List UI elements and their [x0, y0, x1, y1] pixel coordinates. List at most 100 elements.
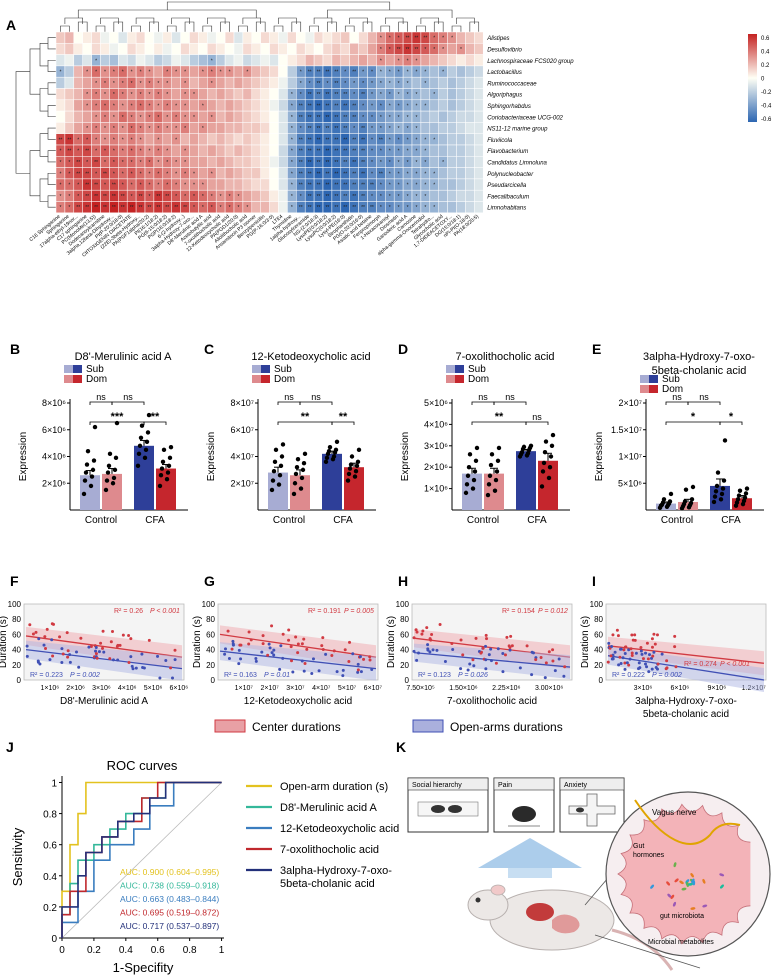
significance-mark: ** — [317, 126, 321, 132]
heatmap: * * * ** ** ** * * ** * ** ** ** * * * ** * * * * ** * * * * * * * * *… — [55, 31, 484, 214]
open-point — [223, 647, 227, 651]
heatmap-cell — [126, 31, 137, 44]
data-point — [106, 463, 112, 469]
legend-swatch — [640, 385, 649, 393]
center-point — [430, 632, 434, 636]
significance-mark: * — [229, 70, 231, 76]
open-point — [428, 650, 432, 654]
significance-label: * — [691, 411, 696, 423]
open-point — [650, 667, 654, 671]
open-point — [97, 650, 101, 654]
heatmap-cell — [207, 156, 217, 168]
significance-mark: * — [77, 183, 79, 189]
y-axis-label: Expression — [400, 432, 411, 481]
significance-mark: * — [122, 70, 124, 76]
significance-mark: * — [104, 160, 106, 166]
data-point — [355, 459, 361, 465]
open-point — [171, 676, 175, 680]
heatmap-cell — [447, 133, 457, 146]
heatmap-cell — [296, 43, 306, 55]
heatmap-cell — [171, 144, 181, 157]
heatmap-cell — [242, 122, 253, 134]
heatmap-cell — [73, 88, 83, 101]
significance-mark: * — [291, 205, 293, 211]
mouse-icon — [512, 806, 536, 822]
significance-mark: * — [131, 171, 133, 177]
center-point — [169, 666, 173, 670]
heatmap-cell — [189, 122, 199, 134]
open-point — [660, 652, 664, 656]
heatmap-cell — [215, 43, 226, 55]
significance-mark: * — [202, 126, 204, 132]
significance-mark: * — [86, 126, 88, 132]
heatmap-cell — [198, 156, 208, 168]
center-point — [563, 665, 567, 669]
heatmap-cell — [278, 133, 288, 146]
heatmap-cell — [82, 110, 92, 123]
significance-mark: * — [433, 171, 435, 177]
heatmap-cell — [109, 31, 119, 44]
significance-mark: * — [148, 103, 150, 109]
significance-mark: * — [398, 183, 400, 189]
heatmap-cell — [198, 133, 208, 146]
heatmap-cell — [207, 43, 217, 55]
open-point — [77, 665, 81, 669]
significance-mark: * — [407, 194, 409, 200]
data-point — [736, 493, 742, 498]
significance-mark: ** — [299, 149, 303, 155]
open-point — [351, 652, 355, 656]
center-point — [43, 635, 47, 639]
heatmap-cell — [233, 144, 244, 157]
legend-swatch — [649, 375, 658, 383]
heatmap-cell — [447, 156, 457, 168]
center-point — [247, 630, 251, 634]
open-point — [158, 676, 162, 680]
significance-mark: * — [407, 183, 409, 189]
significance-mark: * — [389, 70, 391, 76]
significance-mark: * — [433, 36, 435, 42]
microbe-icon — [679, 880, 684, 885]
center-point — [343, 648, 347, 652]
center-point — [551, 648, 555, 652]
significance-mark: * — [157, 137, 159, 143]
regression-line — [25, 648, 183, 670]
plus-maze-icon — [568, 793, 616, 827]
y-tick-label: 100 — [202, 600, 216, 609]
heatmap-row-label: Limnohabitans — [487, 206, 526, 212]
significance-mark: * — [389, 47, 391, 53]
heatmap-cell — [171, 54, 181, 67]
data-point — [718, 497, 724, 502]
open-point — [435, 648, 439, 652]
significance-mark: * — [95, 137, 97, 143]
open-p-label: P = 0.026 — [458, 672, 488, 679]
center-point — [58, 635, 62, 639]
heatmap-cell — [64, 65, 75, 78]
heatmap-cell — [278, 122, 288, 134]
significance-mark: ** — [183, 205, 187, 211]
center-point — [121, 633, 125, 637]
significance-mark: * — [229, 194, 231, 200]
significance-mark: ** — [343, 194, 347, 200]
chart-title: ROC curves — [107, 758, 178, 773]
roc-curve — [61, 781, 222, 938]
center-point — [414, 628, 418, 632]
significance-mark: * — [407, 149, 409, 155]
center-point — [611, 633, 615, 637]
data-point — [345, 478, 351, 483]
center-p-label: P = 0.005 — [344, 608, 374, 615]
heatmap-cell — [269, 99, 279, 112]
heatmap-cell — [207, 88, 217, 101]
open-r2-label: R² = 0.222 — [612, 672, 645, 679]
heatmap-cell — [171, 76, 181, 89]
significance-mark: ** — [317, 149, 321, 155]
open-p-label: P = 0.002 — [70, 672, 100, 679]
significance-mark: * — [353, 126, 355, 132]
legend-swatch — [446, 375, 455, 383]
center-point — [226, 629, 230, 633]
open-point — [501, 670, 505, 674]
significance-mark: * — [148, 194, 150, 200]
significance-mark: ** — [361, 205, 365, 211]
significance-mark: ** — [361, 149, 365, 155]
significance-mark: * — [59, 70, 61, 76]
center-point — [646, 657, 650, 661]
